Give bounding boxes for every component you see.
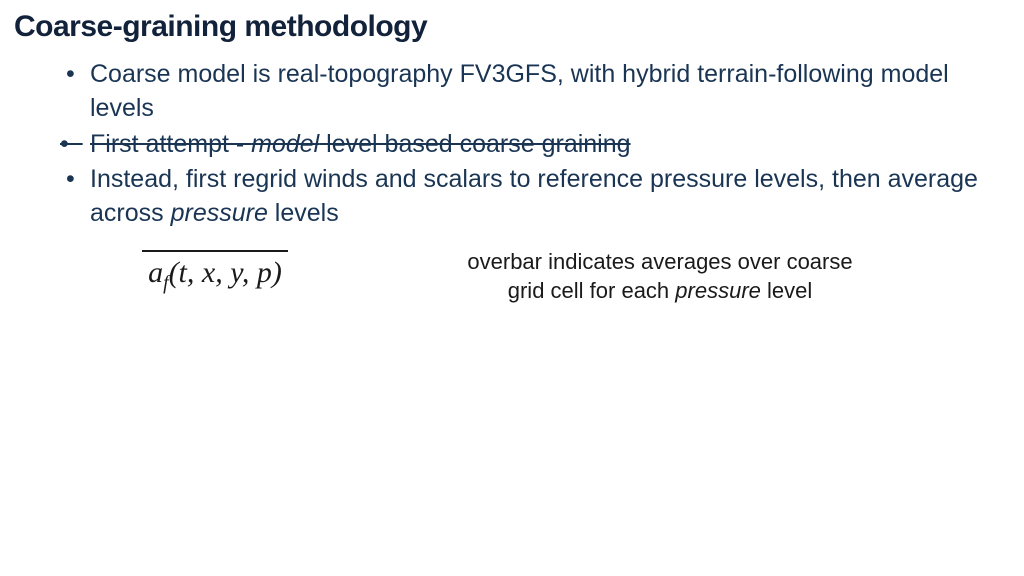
bullet-3-post: levels (268, 199, 339, 227)
bullet-2-pre: First attempt - (90, 130, 251, 158)
bullet-3: Instead, first regrid winds and scalars … (64, 163, 984, 231)
caption-line2-post: level (761, 278, 812, 303)
bullet-1-text: Coarse model is real-topography FV3GFS, … (90, 60, 949, 122)
slide-title: Coarse-graining methodology (14, 10, 427, 44)
formula: af(t, x, y, p) (110, 250, 320, 294)
bullet-3-ital: pressure (171, 199, 268, 227)
bullet-list: Coarse model is real-topography FV3GFS, … (64, 58, 984, 233)
bullet-2-ital: model (251, 130, 319, 158)
bullet-2: • First attempt - model level based coar… (64, 128, 984, 162)
formula-overbar: af(t, x, y, p) (142, 250, 288, 294)
bullet-2-marker: • (60, 128, 83, 162)
caption-line2-pre: grid cell for each (508, 278, 676, 303)
caption-line1: overbar indicates averages over coarse (467, 249, 852, 274)
bullet-2-post: level based coarse graining (319, 130, 630, 158)
formula-caption: overbar indicates averages over coarse g… (450, 248, 870, 305)
bullet-1: Coarse model is real-topography FV3GFS, … (64, 58, 984, 126)
formula-args: (t, x, y, p) (169, 256, 282, 289)
formula-base: a (148, 256, 163, 289)
slide: Coarse-graining methodology Coarse model… (0, 0, 1024, 576)
caption-line2-ital: pressure (675, 278, 761, 303)
